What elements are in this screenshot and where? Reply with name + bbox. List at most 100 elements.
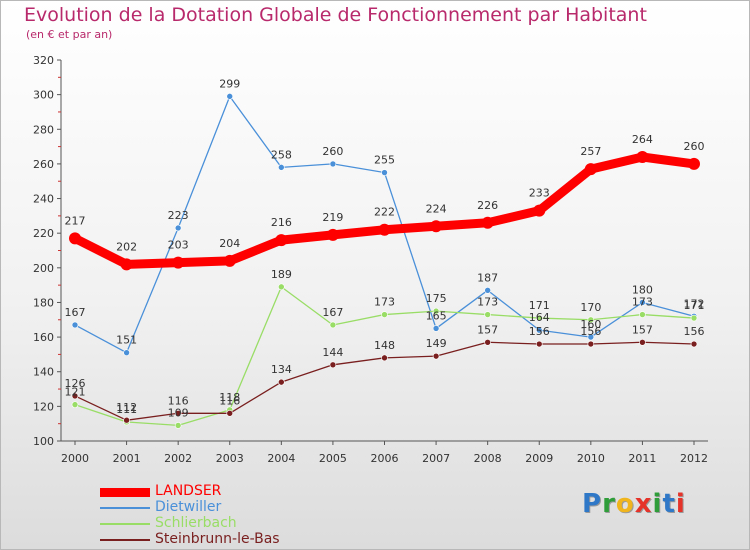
data-label-landser: 202 <box>116 240 137 253</box>
data-point-dietwiller <box>174 224 182 232</box>
x-tick-label: 2001 <box>113 452 141 465</box>
data-label-steinbrunn-le-bas: 144 <box>322 346 343 359</box>
data-point-landser <box>584 163 597 176</box>
data-label-landser: 219 <box>322 211 343 224</box>
data-point-landser <box>172 256 185 269</box>
data-label-schlierbach: 109 <box>168 406 189 419</box>
data-point-schlierbach <box>587 316 595 324</box>
y-tick-label: 240 <box>33 193 54 206</box>
data-point-dietwiller <box>639 299 646 306</box>
data-label-dietwiller: 260 <box>322 145 343 158</box>
data-label-landser: 260 <box>684 140 705 153</box>
logo-letter: i <box>675 489 686 519</box>
data-label-schlierbach: 121 <box>65 386 86 399</box>
data-point-dietwiller <box>226 93 234 100</box>
data-label-schlierbach: 175 <box>426 292 447 305</box>
data-label-dietwiller: 258 <box>271 148 292 161</box>
data-label-schlierbach: 171 <box>529 299 550 312</box>
data-point-steinbrunn-le-bas <box>226 409 234 417</box>
data-point-steinbrunn-le-bas <box>381 354 388 362</box>
logo-letter: i <box>652 489 663 519</box>
data-point-schlierbach <box>535 314 543 322</box>
data-label-dietwiller: 160 <box>580 318 601 331</box>
data-point-dietwiller <box>432 325 440 332</box>
x-tick-label: 2009 <box>525 452 553 465</box>
data-label-schlierbach: 170 <box>580 301 601 314</box>
y-tick-label: 120 <box>33 400 54 413</box>
legend-swatch-landser <box>100 487 150 497</box>
proxiti-logo: Proxiti <box>582 489 686 519</box>
data-label-steinbrunn-le-bas: 156 <box>580 325 601 338</box>
y-tick-label: 260 <box>33 158 54 171</box>
legend-swatch-dietwiller <box>100 507 150 509</box>
chart-subtitle: (en € et par an) <box>26 28 113 41</box>
logo-letter: x <box>634 489 653 519</box>
data-label-schlierbach: 173 <box>632 296 653 309</box>
x-tick-label: 2011 <box>628 452 656 465</box>
data-point-dietwiller <box>381 169 388 176</box>
legend-label-dietwiller: Dietwiller <box>155 499 222 515</box>
data-point-landser <box>275 234 288 247</box>
data-point-schlierbach <box>329 321 337 329</box>
y-tick-label: 100 <box>33 435 54 448</box>
x-tick-label: 2012 <box>680 452 708 465</box>
data-point-landser <box>223 254 236 267</box>
legend-swatch-steinbrunn-le-bas <box>100 539 150 541</box>
data-label-steinbrunn-le-bas: 112 <box>116 401 137 414</box>
data-point-dietwiller <box>123 349 130 356</box>
data-label-dietwiller: 165 <box>426 309 447 322</box>
data-point-dietwiller <box>71 321 79 329</box>
x-tick-label: 2007 <box>422 452 450 465</box>
logo-letter: t <box>662 489 676 519</box>
data-point-steinbrunn-le-bas <box>690 340 698 348</box>
data-point-steinbrunn-le-bas <box>174 409 182 417</box>
y-tick-label: 180 <box>33 296 54 309</box>
data-point-dietwiller <box>329 160 337 168</box>
data-label-landser: 264 <box>632 133 653 146</box>
data-label-landser: 233 <box>529 187 550 200</box>
x-tick-label: 2003 <box>216 452 244 465</box>
y-tick-label: 160 <box>33 331 54 344</box>
data-point-schlierbach <box>639 311 646 318</box>
chart-title: Evolution de la Dotation Globale de Fonc… <box>24 4 647 26</box>
data-point-landser <box>69 232 81 245</box>
data-point-schlierbach <box>174 422 182 429</box>
x-tick-label: 2006 <box>371 452 399 465</box>
data-point-landser <box>636 150 649 163</box>
data-point-landser <box>481 216 494 229</box>
data-point-dietwiller <box>278 164 285 171</box>
data-label-dietwiller: 187 <box>477 271 498 284</box>
data-label-dietwiller: 223 <box>168 209 189 222</box>
data-label-dietwiller: 164 <box>529 311 550 324</box>
y-tick-label: 280 <box>33 123 54 136</box>
data-point-landser <box>378 223 391 236</box>
logo-letter: o <box>615 489 635 519</box>
data-point-steinbrunn-le-bas <box>484 338 491 346</box>
data-point-steinbrunn-le-bas <box>535 340 543 348</box>
x-tick-label: 2008 <box>474 452 502 465</box>
x-tick-label: 2002 <box>164 452 192 465</box>
data-label-landser: 216 <box>271 216 292 229</box>
y-tick-label: 140 <box>33 366 54 379</box>
data-label-landser: 226 <box>477 199 498 212</box>
data-point-steinbrunn-le-bas <box>123 416 130 424</box>
x-tick-label: 2005 <box>319 452 347 465</box>
data-point-landser <box>688 157 700 170</box>
x-tick-label: 2004 <box>267 452 295 465</box>
y-tick-label: 320 <box>33 54 54 67</box>
x-tick-label: 2010 <box>577 452 605 465</box>
data-label-dietwiller: 180 <box>632 283 653 296</box>
data-point-steinbrunn-le-bas <box>432 352 440 360</box>
data-label-landser: 222 <box>374 206 395 219</box>
data-point-steinbrunn-le-bas <box>329 361 337 369</box>
data-point-steinbrunn-le-bas <box>639 338 646 346</box>
data-label-schlierbach: 171 <box>684 299 705 312</box>
y-tick-label: 300 <box>33 89 54 102</box>
x-tick-label: 2000 <box>61 452 89 465</box>
data-point-schlierbach <box>381 311 388 318</box>
data-point-landser <box>326 228 339 241</box>
data-label-dietwiller: 172 <box>684 297 705 310</box>
logo-letter: r <box>602 489 616 519</box>
y-tick-label: 220 <box>33 227 54 240</box>
